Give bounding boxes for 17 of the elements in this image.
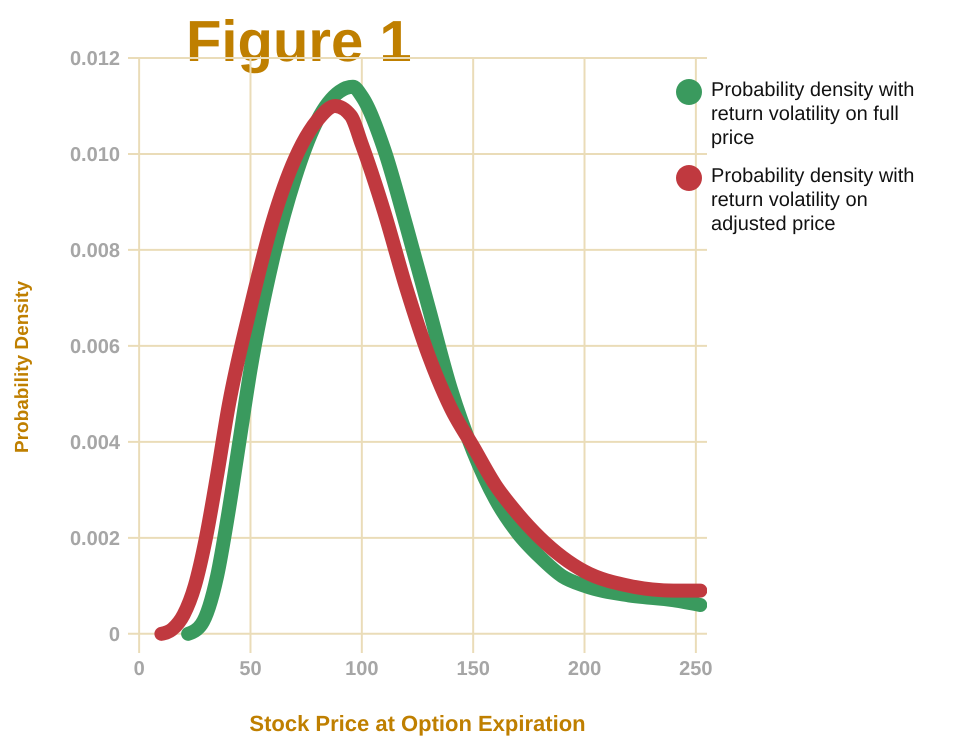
y-tick-label: 0.010 <box>70 144 120 166</box>
x-tick-label: 0 <box>134 658 145 680</box>
y-tick-label: 0 <box>108 624 120 646</box>
x-tick-label: 250 <box>679 658 713 680</box>
x-tick-label: 200 <box>568 658 602 680</box>
y-tick-label: 0.004 <box>70 432 121 454</box>
x-tick-label: 100 <box>345 658 379 680</box>
y-tick-label: 0.002 <box>70 528 120 550</box>
x-tick-label: 150 <box>456 658 490 680</box>
legend-label: Probability density with return volatility on full price <box>711 78 916 150</box>
y-axis-title: Probability Density <box>12 280 34 453</box>
x-axis-title: Stock Price at Option Expiration <box>249 711 586 736</box>
y-tick-label: 0.006 <box>70 336 120 358</box>
x-tick-label: 50 <box>239 658 262 680</box>
legend-label: Probability density with return volatility on adjusted price <box>711 164 916 236</box>
y-tick-label: 0.008 <box>70 240 120 262</box>
y-tick-label: 0.012 <box>70 48 120 70</box>
